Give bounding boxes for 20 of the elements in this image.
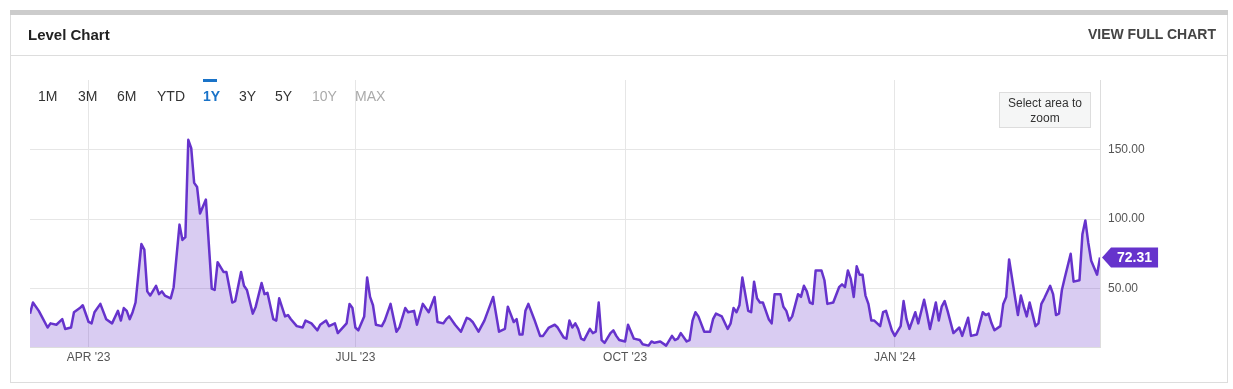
annotation: Select area to zoom	[999, 92, 1091, 128]
x-tick-label: OCT '23	[603, 349, 648, 364]
chart-title: Level Chart	[28, 26, 110, 43]
data-label: 72.31	[1116, 249, 1153, 266]
x-tick-label: JAN '24	[873, 349, 916, 364]
x-tick-label: APR '23	[66, 349, 111, 364]
y-tick-label: 50.00	[1108, 280, 1139, 295]
annotation: YTD	[157, 88, 185, 104]
annotation: 6M	[117, 88, 137, 104]
annotation: 5Y	[275, 88, 293, 104]
y-tick-label: 150.00	[1108, 141, 1146, 156]
annotation: 10Y	[312, 88, 337, 104]
annotation: 3Y	[239, 88, 257, 104]
x-tick-label: JUL '23	[335, 349, 376, 364]
annotation: 3M	[78, 88, 98, 104]
annotation: 1Y	[203, 88, 221, 104]
annotation: MAX	[355, 88, 386, 104]
text: VIEW FULL CHART	[1087, 26, 1216, 42]
y-tick-label: 100.00	[1108, 211, 1146, 226]
annotation: 1M	[38, 88, 58, 104]
